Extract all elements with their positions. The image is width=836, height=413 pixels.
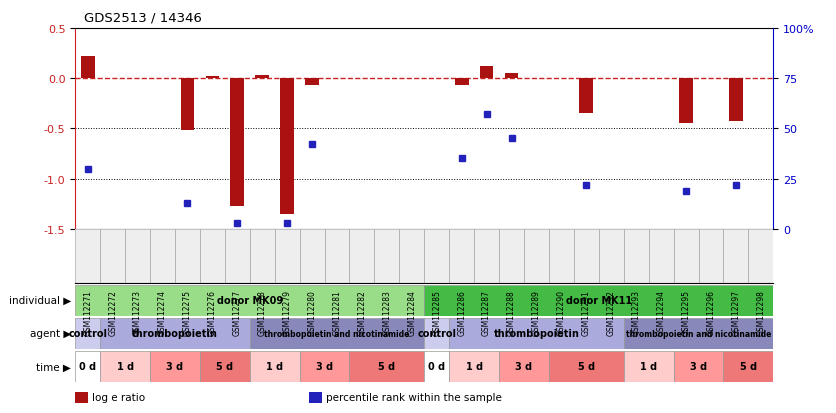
Bar xyxy=(729,79,742,122)
Bar xyxy=(524,229,549,283)
Bar xyxy=(100,318,250,349)
Bar xyxy=(748,229,773,283)
Text: log e ratio: log e ratio xyxy=(92,392,145,403)
Bar xyxy=(255,76,269,79)
Bar xyxy=(449,351,499,382)
Bar xyxy=(624,318,773,349)
Bar xyxy=(505,74,518,79)
Bar xyxy=(150,351,200,382)
Text: 3 d: 3 d xyxy=(516,361,533,372)
Text: 0 d: 0 d xyxy=(428,361,446,372)
Bar xyxy=(449,229,474,283)
Text: individual ▶: individual ▶ xyxy=(9,295,71,306)
Bar xyxy=(250,351,299,382)
Bar xyxy=(181,79,194,131)
Text: agent ▶: agent ▶ xyxy=(30,328,71,339)
Bar xyxy=(723,229,748,283)
Bar xyxy=(324,229,349,283)
Text: 3 d: 3 d xyxy=(690,361,707,372)
Bar xyxy=(474,229,499,283)
Bar xyxy=(674,351,723,382)
Bar xyxy=(75,285,425,316)
Bar xyxy=(125,229,150,283)
Bar xyxy=(424,285,773,316)
Bar xyxy=(75,392,88,403)
Bar xyxy=(480,67,493,79)
Bar xyxy=(579,79,594,114)
Bar xyxy=(573,229,599,283)
Text: 5 d: 5 d xyxy=(379,361,395,372)
Bar xyxy=(275,229,299,283)
Bar xyxy=(375,229,400,283)
Text: GDS2513 / 14346: GDS2513 / 14346 xyxy=(84,12,201,25)
Text: thrombopoietin: thrombopoietin xyxy=(493,328,579,339)
Text: 1 d: 1 d xyxy=(116,361,134,372)
Text: 5 d: 5 d xyxy=(217,361,233,372)
Bar xyxy=(280,79,294,214)
Text: control: control xyxy=(417,328,456,339)
Text: 0 d: 0 d xyxy=(79,361,96,372)
Bar xyxy=(699,229,723,283)
Bar xyxy=(200,229,225,283)
Bar xyxy=(649,229,674,283)
Text: 3 d: 3 d xyxy=(316,361,333,372)
Text: thrombopoietin and nicotinamide: thrombopoietin and nicotinamide xyxy=(264,329,410,338)
Bar xyxy=(75,229,100,283)
Bar xyxy=(309,392,322,403)
Bar xyxy=(100,351,150,382)
Bar xyxy=(449,318,624,349)
Text: donor MK09: donor MK09 xyxy=(217,295,283,306)
Bar xyxy=(549,351,624,382)
Bar xyxy=(250,318,425,349)
Bar xyxy=(349,351,424,382)
Text: 1 d: 1 d xyxy=(266,361,283,372)
Text: thrombopoietin and nicotinamide: thrombopoietin and nicotinamide xyxy=(626,329,771,338)
Bar xyxy=(175,229,200,283)
Bar xyxy=(499,229,524,283)
Bar xyxy=(250,229,275,283)
Text: control: control xyxy=(69,328,107,339)
Bar xyxy=(75,318,100,349)
Bar xyxy=(75,351,100,382)
Bar xyxy=(723,351,773,382)
Bar xyxy=(150,229,175,283)
Bar xyxy=(100,229,125,283)
Bar xyxy=(305,79,319,86)
Text: time ▶: time ▶ xyxy=(36,361,71,372)
Bar xyxy=(455,79,468,86)
Bar xyxy=(299,351,349,382)
Bar xyxy=(499,351,549,382)
Text: 1 d: 1 d xyxy=(640,361,657,372)
Bar xyxy=(200,351,250,382)
Bar xyxy=(679,79,693,124)
Bar xyxy=(674,229,699,283)
Bar xyxy=(624,229,649,283)
Bar xyxy=(225,229,250,283)
Bar xyxy=(81,57,94,79)
Bar xyxy=(424,229,449,283)
Text: 5 d: 5 d xyxy=(578,361,595,372)
Bar xyxy=(299,229,324,283)
Text: donor MK11: donor MK11 xyxy=(566,295,632,306)
Bar xyxy=(349,229,375,283)
Bar xyxy=(549,229,573,283)
Bar xyxy=(624,351,674,382)
Bar xyxy=(400,229,425,283)
Text: percentile rank within the sample: percentile rank within the sample xyxy=(326,392,502,403)
Bar xyxy=(424,318,449,349)
Text: thrombopoietin: thrombopoietin xyxy=(132,328,218,339)
Bar xyxy=(424,351,449,382)
Bar xyxy=(206,77,219,79)
Text: 1 d: 1 d xyxy=(466,361,482,372)
Text: 3 d: 3 d xyxy=(166,361,184,372)
Text: 5 d: 5 d xyxy=(740,361,757,372)
Bar xyxy=(231,79,244,206)
Bar xyxy=(599,229,624,283)
